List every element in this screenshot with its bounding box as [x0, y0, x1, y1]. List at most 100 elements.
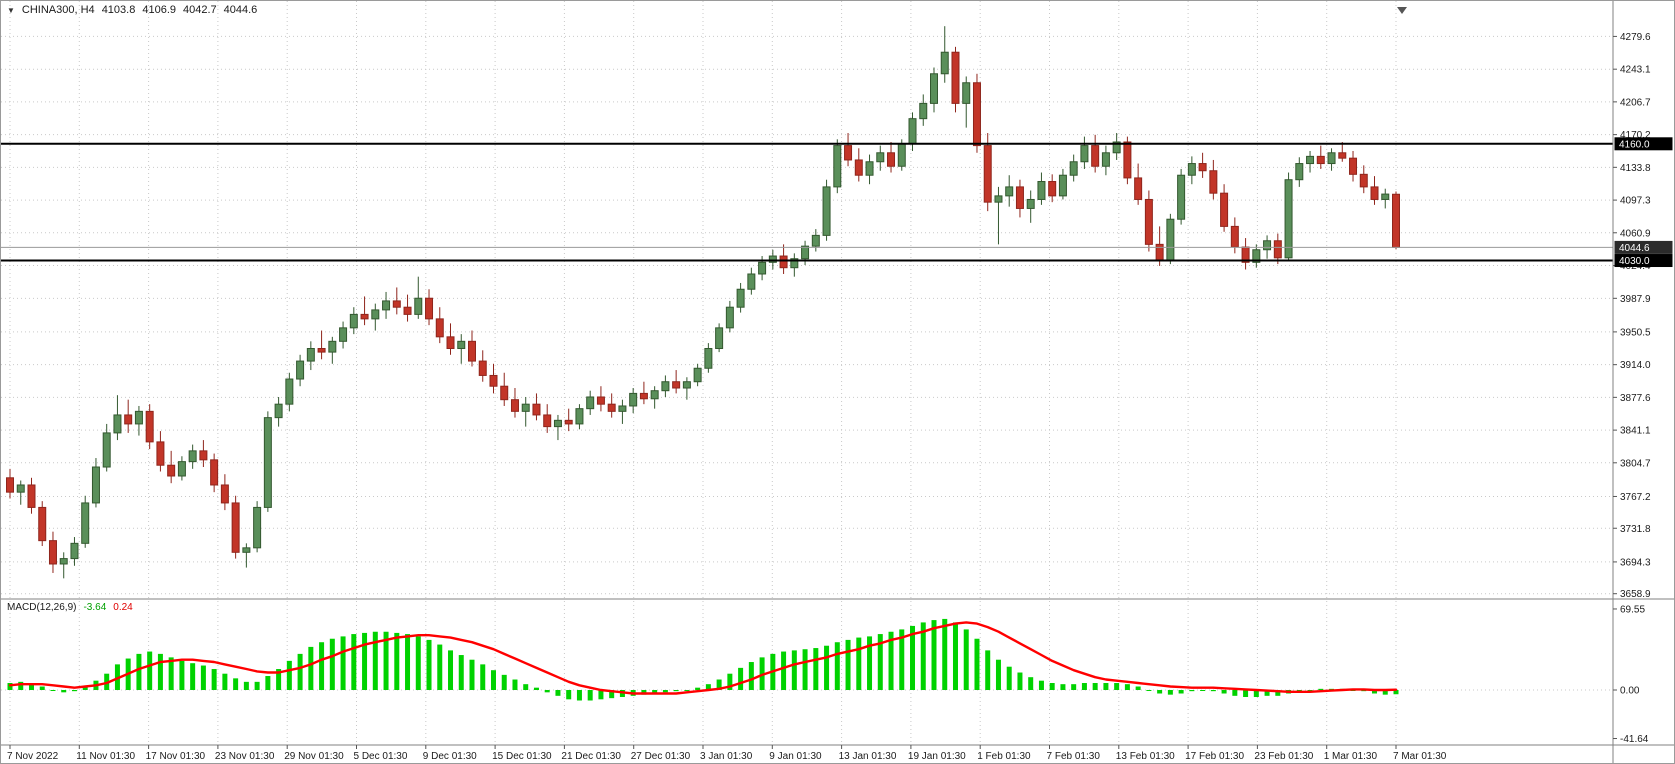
candle-body — [1144, 198, 1153, 245]
candle-body — [1177, 174, 1186, 220]
macd-histogram-bar — [243, 681, 249, 691]
macd-histogram-bar — [1372, 690, 1378, 694]
macd-histogram-bar — [995, 659, 1001, 691]
price-tick-label: 3658.9 — [1620, 589, 1651, 600]
candle-body — [1392, 193, 1400, 248]
candle-body — [919, 102, 928, 120]
macd-histogram-bar — [190, 663, 196, 691]
candle-body — [887, 152, 896, 167]
candle-body — [1058, 174, 1067, 197]
candle-body — [1091, 145, 1100, 167]
price-badge: 4030.0 — [1614, 254, 1673, 268]
candle-body — [1295, 163, 1304, 181]
candle-body — [1187, 163, 1196, 176]
candle-body — [1359, 173, 1368, 188]
price-tick-label: 3804.7 — [1620, 458, 1651, 469]
time-axis[interactable]: 7 Nov 2022 11 Nov 01:30 17 Nov 01:30 23 Nov… — [7, 745, 1447, 762]
candle-body — [382, 300, 391, 311]
price-axis[interactable]: 4279.6 4243.1 4206.7 4170.2 4133.8 4097.3 4060… — [1613, 32, 1651, 745]
macd-tick-label: -41.64 — [1620, 734, 1649, 745]
macd-histogram-bar — [426, 639, 432, 691]
candle-body — [371, 309, 380, 320]
candle-body — [575, 408, 584, 425]
candle-body — [618, 405, 627, 412]
candle-body — [124, 414, 133, 425]
macd-layer — [7, 618, 1399, 701]
candle-body — [994, 195, 1003, 203]
price-tick-label: 3841.1 — [1620, 426, 1651, 437]
macd-histogram-bar — [952, 622, 958, 691]
candles-layer — [6, 26, 1400, 579]
candle-body — [650, 390, 659, 400]
candle-body — [1026, 198, 1035, 209]
macd-histogram-bar — [899, 629, 905, 691]
chart-shift-marker-icon[interactable] — [1397, 7, 1407, 14]
macd-histogram-bar — [1124, 684, 1130, 691]
candle-body — [801, 245, 810, 260]
date-tick-label: 19 Jan 01:30 — [908, 751, 966, 762]
macd-histogram-bar — [910, 625, 916, 691]
candle-body — [1370, 186, 1379, 200]
candle-body — [822, 186, 831, 236]
candle-body — [779, 255, 788, 269]
macd-histogram-bar — [920, 622, 926, 691]
macd-histogram-bar — [50, 690, 56, 692]
candle-body — [253, 506, 262, 549]
macd-histogram-bar — [716, 679, 722, 691]
macd-histogram-bar — [1178, 690, 1184, 694]
candle-body — [1230, 225, 1239, 248]
macd-histogram-bar — [136, 653, 142, 691]
macd-histogram-bar — [695, 687, 701, 691]
macd-histogram-bar — [480, 664, 486, 691]
macd-histogram-bar — [1028, 677, 1034, 691]
macd-histogram-bar — [254, 681, 260, 691]
candle-body — [177, 461, 186, 477]
date-tick-label: 7 Nov 2022 — [7, 751, 59, 762]
candle-body — [672, 381, 681, 389]
candle-body — [521, 403, 530, 412]
macd-histogram-bar — [319, 642, 325, 691]
candle-body — [1198, 163, 1207, 172]
macd-histogram-bar — [168, 657, 174, 691]
macd-histogram-bar — [1243, 690, 1249, 697]
candle-body — [1327, 152, 1336, 165]
macd-histogram-bar — [512, 679, 518, 691]
candle-body — [500, 385, 509, 401]
candle-body — [1080, 145, 1089, 163]
macd-histogram-bar — [469, 659, 475, 691]
date-tick-label: 13 Feb 01:30 — [1116, 751, 1175, 762]
macd-histogram-bar — [845, 639, 851, 691]
candle-body — [81, 502, 90, 544]
date-tick-label: 9 Dec 01:30 — [423, 751, 477, 762]
candle-body — [1349, 157, 1358, 175]
candle-body — [510, 399, 519, 412]
macd-histogram-bar — [544, 690, 550, 693]
candle-body — [1101, 152, 1110, 167]
date-tick-label: 27 Dec 01:30 — [631, 751, 691, 762]
macd-histogram-bar — [662, 690, 668, 693]
candle-body — [1220, 192, 1229, 227]
macd-histogram-bar — [233, 678, 239, 691]
macd-histogram-bar — [458, 655, 464, 691]
ohlc-open: 4103.8 — [101, 4, 136, 16]
date-tick-label: 5 Dec 01:30 — [354, 751, 408, 762]
macd-histogram-bar — [867, 636, 873, 691]
macd-histogram-bar — [372, 631, 378, 691]
macd-histogram-bar — [533, 687, 539, 691]
macd-histogram-bar — [157, 653, 163, 691]
macd-histogram-bar — [877, 634, 883, 691]
candle-body — [1252, 249, 1261, 263]
date-tick-label: 23 Nov 01:30 — [215, 751, 275, 762]
candle-body — [682, 381, 691, 389]
candle-body — [1155, 243, 1164, 262]
macd-histogram-bar — [727, 673, 733, 691]
macd-histogram-bar — [1393, 690, 1399, 695]
candle-body — [693, 367, 702, 383]
macd-histogram-bar — [523, 684, 529, 691]
macd-main-value: -3.64 — [83, 602, 107, 613]
candle-body — [639, 392, 648, 400]
macd-histogram-bar — [652, 690, 658, 694]
price-tick-label: 3987.9 — [1620, 294, 1651, 305]
chart-title-bar: ▼ CHINA300, H4 4103.8 4106.9 4042.7 4044… — [7, 4, 257, 16]
